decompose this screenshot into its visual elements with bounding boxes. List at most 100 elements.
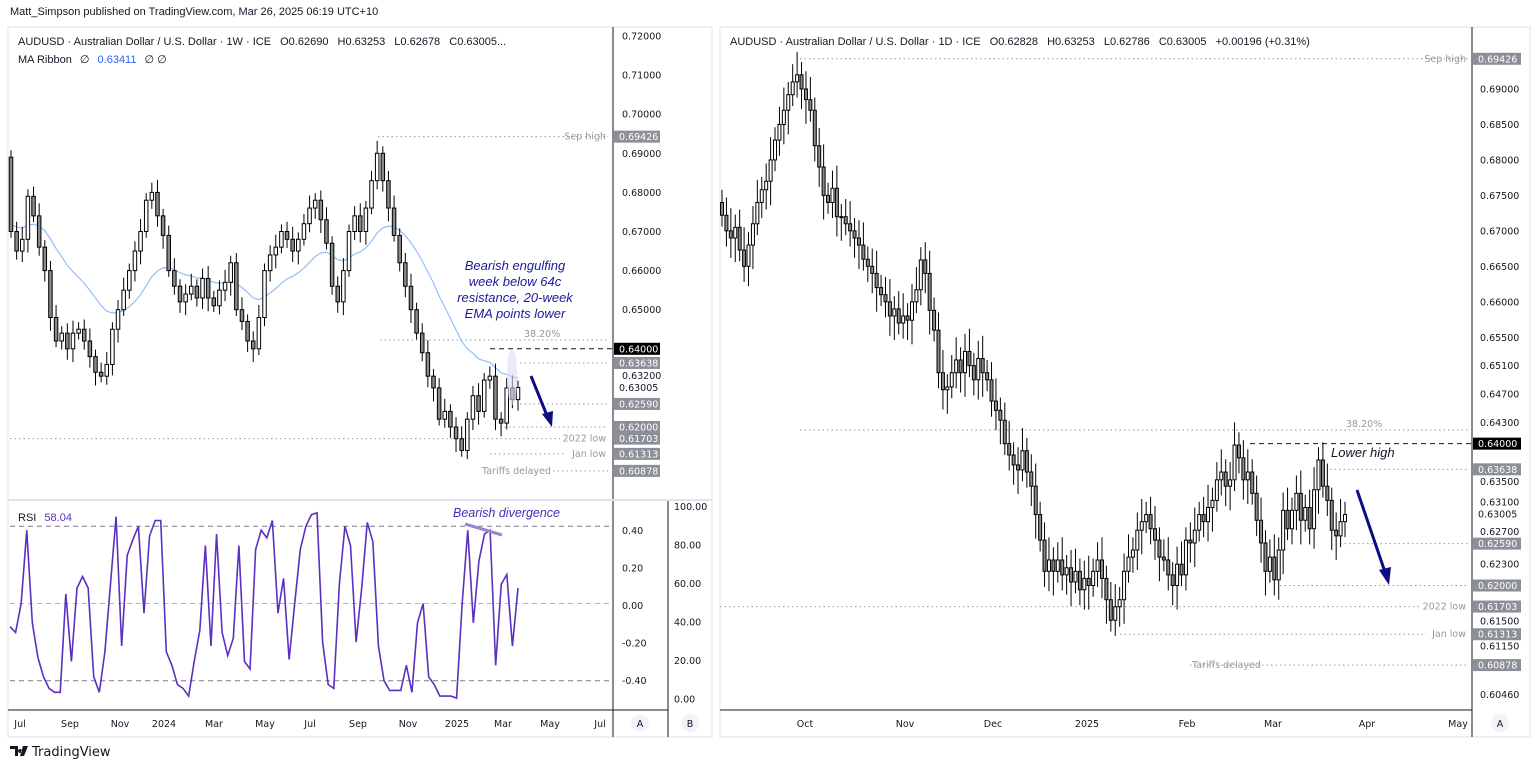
weekly-candle — [8, 150, 14, 238]
weekly-candle — [453, 417, 459, 453]
candle-body — [65, 332, 70, 350]
price-label-r636: 0.63638 — [1478, 465, 1517, 476]
candle-body — [59, 332, 64, 342]
price-tick: 0.63200 — [622, 371, 661, 382]
bearish-arrow-icon — [1355, 489, 1391, 585]
candle-body — [470, 395, 476, 420]
daily-candle — [936, 312, 941, 389]
candle-body — [1250, 471, 1255, 494]
daily-candle — [1206, 484, 1211, 542]
time-tick: Nov — [896, 719, 915, 730]
weekly-candle — [386, 170, 391, 222]
left-time-axis[interactable]: Jul Sep Nov 2024 Mar May Jul Sep Nov 2025 Mar May Ju… — [13, 719, 605, 730]
candle-body — [1343, 514, 1347, 523]
candle-body — [1099, 559, 1104, 579]
price-label-r64-bg — [1473, 437, 1521, 450]
candle-body — [1082, 577, 1087, 591]
candle-body — [1197, 514, 1202, 531]
weekly-candle — [87, 328, 93, 368]
daily-candle — [954, 337, 959, 389]
weekly-candle — [476, 383, 481, 425]
daily-candle — [958, 347, 963, 393]
candle-body — [1223, 471, 1228, 487]
candle-body — [945, 386, 950, 391]
daily-candle — [985, 359, 990, 392]
weekly-candle — [98, 362, 104, 383]
candle-body — [127, 270, 132, 291]
candle-body — [1206, 506, 1211, 523]
daily-candle — [1144, 501, 1149, 534]
daily-candle — [1325, 463, 1330, 516]
time-tick: Sep — [349, 719, 367, 730]
daily-candle — [993, 378, 998, 431]
candle-body — [318, 199, 324, 221]
daily-candle — [1210, 487, 1215, 532]
left-chart-panel[interactable]: Sep high 38.20% 2022 low Jan low Tariffs del… — [7, 26, 713, 738]
candle-body — [1298, 492, 1303, 521]
candle-body — [1245, 471, 1250, 481]
candle-body — [391, 207, 397, 236]
candle-body — [1325, 485, 1330, 501]
ma-ribbon-legend[interactable]: MA Ribbon ∅ 0.63411 ∅ ∅ — [18, 54, 167, 66]
daily-candle — [971, 352, 976, 396]
candle-body — [205, 277, 211, 299]
scale-button-a[interactable] — [1491, 714, 1509, 732]
time-tick: May — [540, 719, 560, 730]
right-chart-panel[interactable]: Sep high 38.20% 2022 low Jan low Tariffs del… — [719, 26, 1531, 738]
price-label-low_2022-bg — [1473, 600, 1521, 613]
weekly-candle — [115, 299, 121, 343]
candle-body — [335, 285, 340, 303]
tradingview-logo[interactable]: TradingView — [10, 745, 111, 760]
rsi-axis-b-tick: 60.00 — [674, 579, 701, 590]
weekly-candle — [324, 207, 329, 250]
weekly-candle — [183, 284, 188, 316]
scale-button-a[interactable] — [631, 714, 649, 732]
candle-body — [425, 352, 431, 377]
candle-body — [1183, 539, 1188, 576]
tradingview-logo-icon — [10, 746, 28, 756]
candle-body — [1011, 454, 1016, 466]
weekly-candle — [70, 320, 76, 363]
left-price-axis[interactable]: 0.72000 0.71000 0.70000 0.69000 0.68000 0.670… — [614, 32, 661, 478]
rsi-panel: 0.40 0.20 0.00 -0.20 -0.40 100.00 80.00 60.00 40… — [9, 502, 707, 706]
candle-body — [742, 249, 747, 267]
daily-candle — [1281, 492, 1286, 575]
weekly-candle — [442, 398, 448, 428]
daily-candle — [998, 397, 1003, 445]
candle-body — [1095, 559, 1100, 572]
time-tick: Mar — [1264, 719, 1282, 730]
candle-body — [1259, 519, 1264, 544]
right-price-axis[interactable]: 0.69000 0.68500 0.68000 0.67500 0.67000 0.665… — [1473, 52, 1521, 701]
candle-body — [346, 231, 352, 272]
daily-candle — [1064, 555, 1069, 595]
candle-body — [380, 152, 386, 182]
candle-body — [720, 201, 724, 216]
daily-candle — [1099, 537, 1104, 599]
daily-candle — [1113, 584, 1118, 636]
daily-candle — [1135, 512, 1140, 570]
price-tick: 0.70000 — [622, 110, 661, 121]
daily-candle — [803, 71, 808, 124]
daily-candle — [963, 333, 968, 397]
candle-body — [1276, 549, 1281, 581]
svg-text:week below 64c: week below 64c — [469, 274, 562, 289]
weekly-candle — [436, 378, 442, 426]
candle-body — [115, 309, 121, 330]
candle-body — [87, 340, 93, 358]
candle-body — [48, 270, 53, 319]
price-tick: 0.65500 — [1480, 333, 1519, 344]
right-time-axis[interactable]: Oct Nov Dec 2025 Feb Mar Apr May — [797, 719, 1468, 730]
rsi-axis-a-tick: 0.20 — [622, 564, 643, 575]
candle-body — [81, 328, 87, 342]
candle-body — [879, 287, 884, 296]
candle-body — [812, 109, 817, 147]
price-label-r636-bg — [614, 356, 660, 369]
daily-candle — [1082, 560, 1087, 610]
bearish-arrow-icon — [529, 375, 553, 427]
candle-body — [1148, 514, 1153, 530]
daily-candle — [856, 220, 861, 270]
rsi-legend[interactable]: RSI 58.04 — [18, 512, 72, 524]
price-tick: 0.64700 — [1480, 389, 1519, 400]
scale-button-b[interactable] — [681, 714, 699, 732]
daily-candle — [967, 328, 972, 377]
